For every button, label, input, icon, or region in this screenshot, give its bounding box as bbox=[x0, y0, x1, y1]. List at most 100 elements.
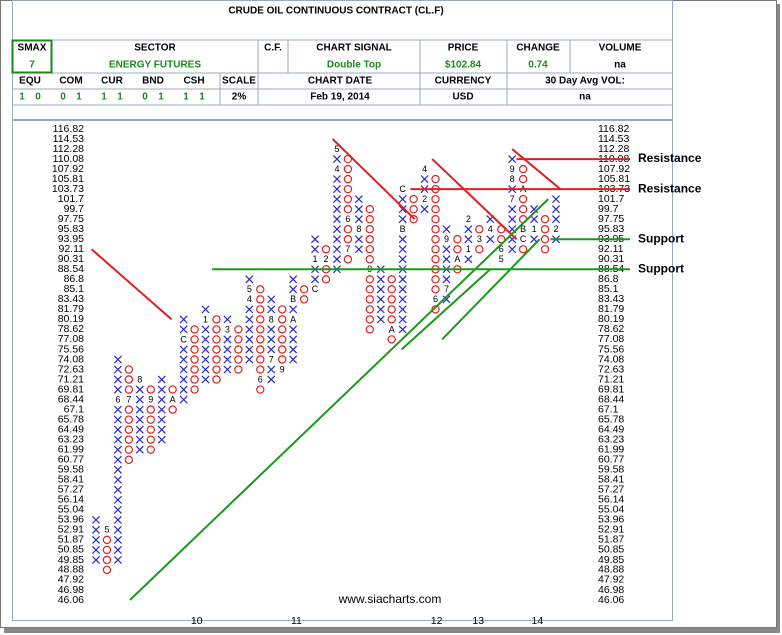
month-label: 3 bbox=[477, 234, 482, 244]
x-stroke bbox=[420, 205, 429, 214]
x-stroke bbox=[157, 385, 166, 394]
o-box bbox=[343, 225, 353, 234]
x-box bbox=[354, 235, 363, 244]
x-box bbox=[245, 355, 254, 364]
x-box bbox=[551, 205, 561, 214]
x-stroke bbox=[135, 385, 144, 394]
o-box bbox=[299, 285, 309, 294]
x-box bbox=[508, 155, 517, 164]
x-stroke bbox=[201, 375, 210, 384]
x-box bbox=[91, 535, 101, 544]
o-box bbox=[431, 174, 440, 184]
y-tick-label: 65.78 bbox=[598, 413, 624, 425]
x-stroke bbox=[157, 415, 166, 424]
x-box bbox=[113, 485, 122, 494]
x-stroke bbox=[354, 195, 363, 204]
x-stroke bbox=[113, 425, 122, 434]
x-stroke bbox=[508, 205, 517, 214]
label: PRICE bbox=[448, 43, 479, 54]
y-tick-label: 55.04 bbox=[58, 504, 84, 516]
o-box bbox=[190, 375, 199, 384]
x-stroke bbox=[91, 515, 101, 524]
y-tick-label: 78.62 bbox=[58, 323, 84, 335]
o-box bbox=[124, 375, 134, 384]
month-label: 8 bbox=[269, 314, 274, 324]
value: na bbox=[579, 92, 591, 103]
x-box bbox=[157, 435, 166, 444]
score-value: 1 bbox=[183, 92, 189, 103]
x-box bbox=[442, 275, 451, 284]
o-box bbox=[256, 335, 265, 344]
x-stroke bbox=[530, 235, 539, 244]
x-box bbox=[179, 355, 188, 364]
x-stroke bbox=[442, 255, 451, 264]
o-box bbox=[518, 174, 528, 184]
x-stroke bbox=[179, 325, 188, 334]
x-stroke bbox=[311, 235, 320, 244]
x-box bbox=[332, 175, 341, 184]
level-label: Resistance bbox=[638, 181, 702, 195]
month-label: 7 bbox=[269, 354, 274, 364]
x-stroke bbox=[135, 425, 144, 434]
x-box bbox=[113, 525, 122, 534]
x-box bbox=[113, 555, 122, 565]
x-stroke bbox=[223, 335, 232, 344]
x-box bbox=[223, 315, 232, 324]
x-stroke bbox=[113, 535, 122, 544]
x-stroke bbox=[486, 235, 495, 244]
x-box bbox=[267, 325, 276, 334]
x-stroke bbox=[442, 245, 451, 254]
x-stroke bbox=[376, 275, 385, 284]
x-stroke bbox=[201, 365, 210, 374]
value: na bbox=[614, 60, 626, 71]
x-stroke bbox=[113, 515, 122, 524]
x-box bbox=[135, 415, 144, 424]
x-box bbox=[135, 445, 144, 454]
x-stroke bbox=[267, 335, 276, 344]
label: 30 Day Avg VOL: bbox=[545, 76, 625, 87]
x-stroke bbox=[245, 275, 254, 284]
y-tick-label: 92.11 bbox=[59, 243, 85, 255]
label: CHANGE bbox=[516, 43, 560, 54]
label: SECTOR bbox=[134, 43, 176, 54]
o-box bbox=[365, 285, 375, 294]
y-tick-label: 64.49 bbox=[598, 423, 624, 435]
x-box bbox=[398, 215, 407, 224]
x-box bbox=[201, 345, 210, 354]
y-tick-label: 50.85 bbox=[598, 544, 624, 556]
x-box bbox=[464, 235, 473, 244]
trend-line bbox=[511, 148, 562, 190]
x-stroke bbox=[157, 375, 166, 384]
x-box bbox=[91, 525, 101, 534]
o-box bbox=[431, 194, 440, 204]
label: SCALE bbox=[222, 76, 256, 87]
y-tick-label: 90.31 bbox=[598, 253, 624, 265]
y-tick-label: 107.92 bbox=[598, 163, 630, 175]
x-stroke bbox=[376, 305, 385, 314]
o-box bbox=[387, 285, 396, 294]
x-box bbox=[311, 245, 320, 254]
o-box bbox=[102, 535, 112, 545]
o-box bbox=[343, 184, 353, 194]
y-tick-label: 50.85 bbox=[58, 544, 84, 556]
x-stroke bbox=[201, 355, 210, 364]
o-box bbox=[124, 425, 134, 434]
y-tick-label: 51.87 bbox=[598, 534, 624, 546]
smax-box bbox=[11, 39, 53, 74]
x-box bbox=[332, 155, 341, 164]
x-stroke bbox=[332, 155, 341, 164]
month-label: 2 bbox=[422, 194, 427, 204]
month-label: 7 bbox=[510, 194, 515, 204]
y-tick-label: 49.85 bbox=[598, 554, 624, 566]
x-box bbox=[157, 415, 166, 424]
title: CRUDE OIL CONTINUOUS CONTRACT (CL.F) bbox=[228, 6, 443, 17]
value: ENERGY FUTURES bbox=[109, 60, 201, 71]
o-box bbox=[256, 355, 265, 364]
x-stroke bbox=[420, 175, 429, 184]
x-box bbox=[289, 305, 298, 314]
o-box bbox=[102, 565, 112, 575]
o-box bbox=[343, 164, 353, 174]
x-box bbox=[267, 305, 276, 314]
o-box bbox=[321, 245, 331, 254]
month-label: 2 bbox=[553, 224, 558, 234]
